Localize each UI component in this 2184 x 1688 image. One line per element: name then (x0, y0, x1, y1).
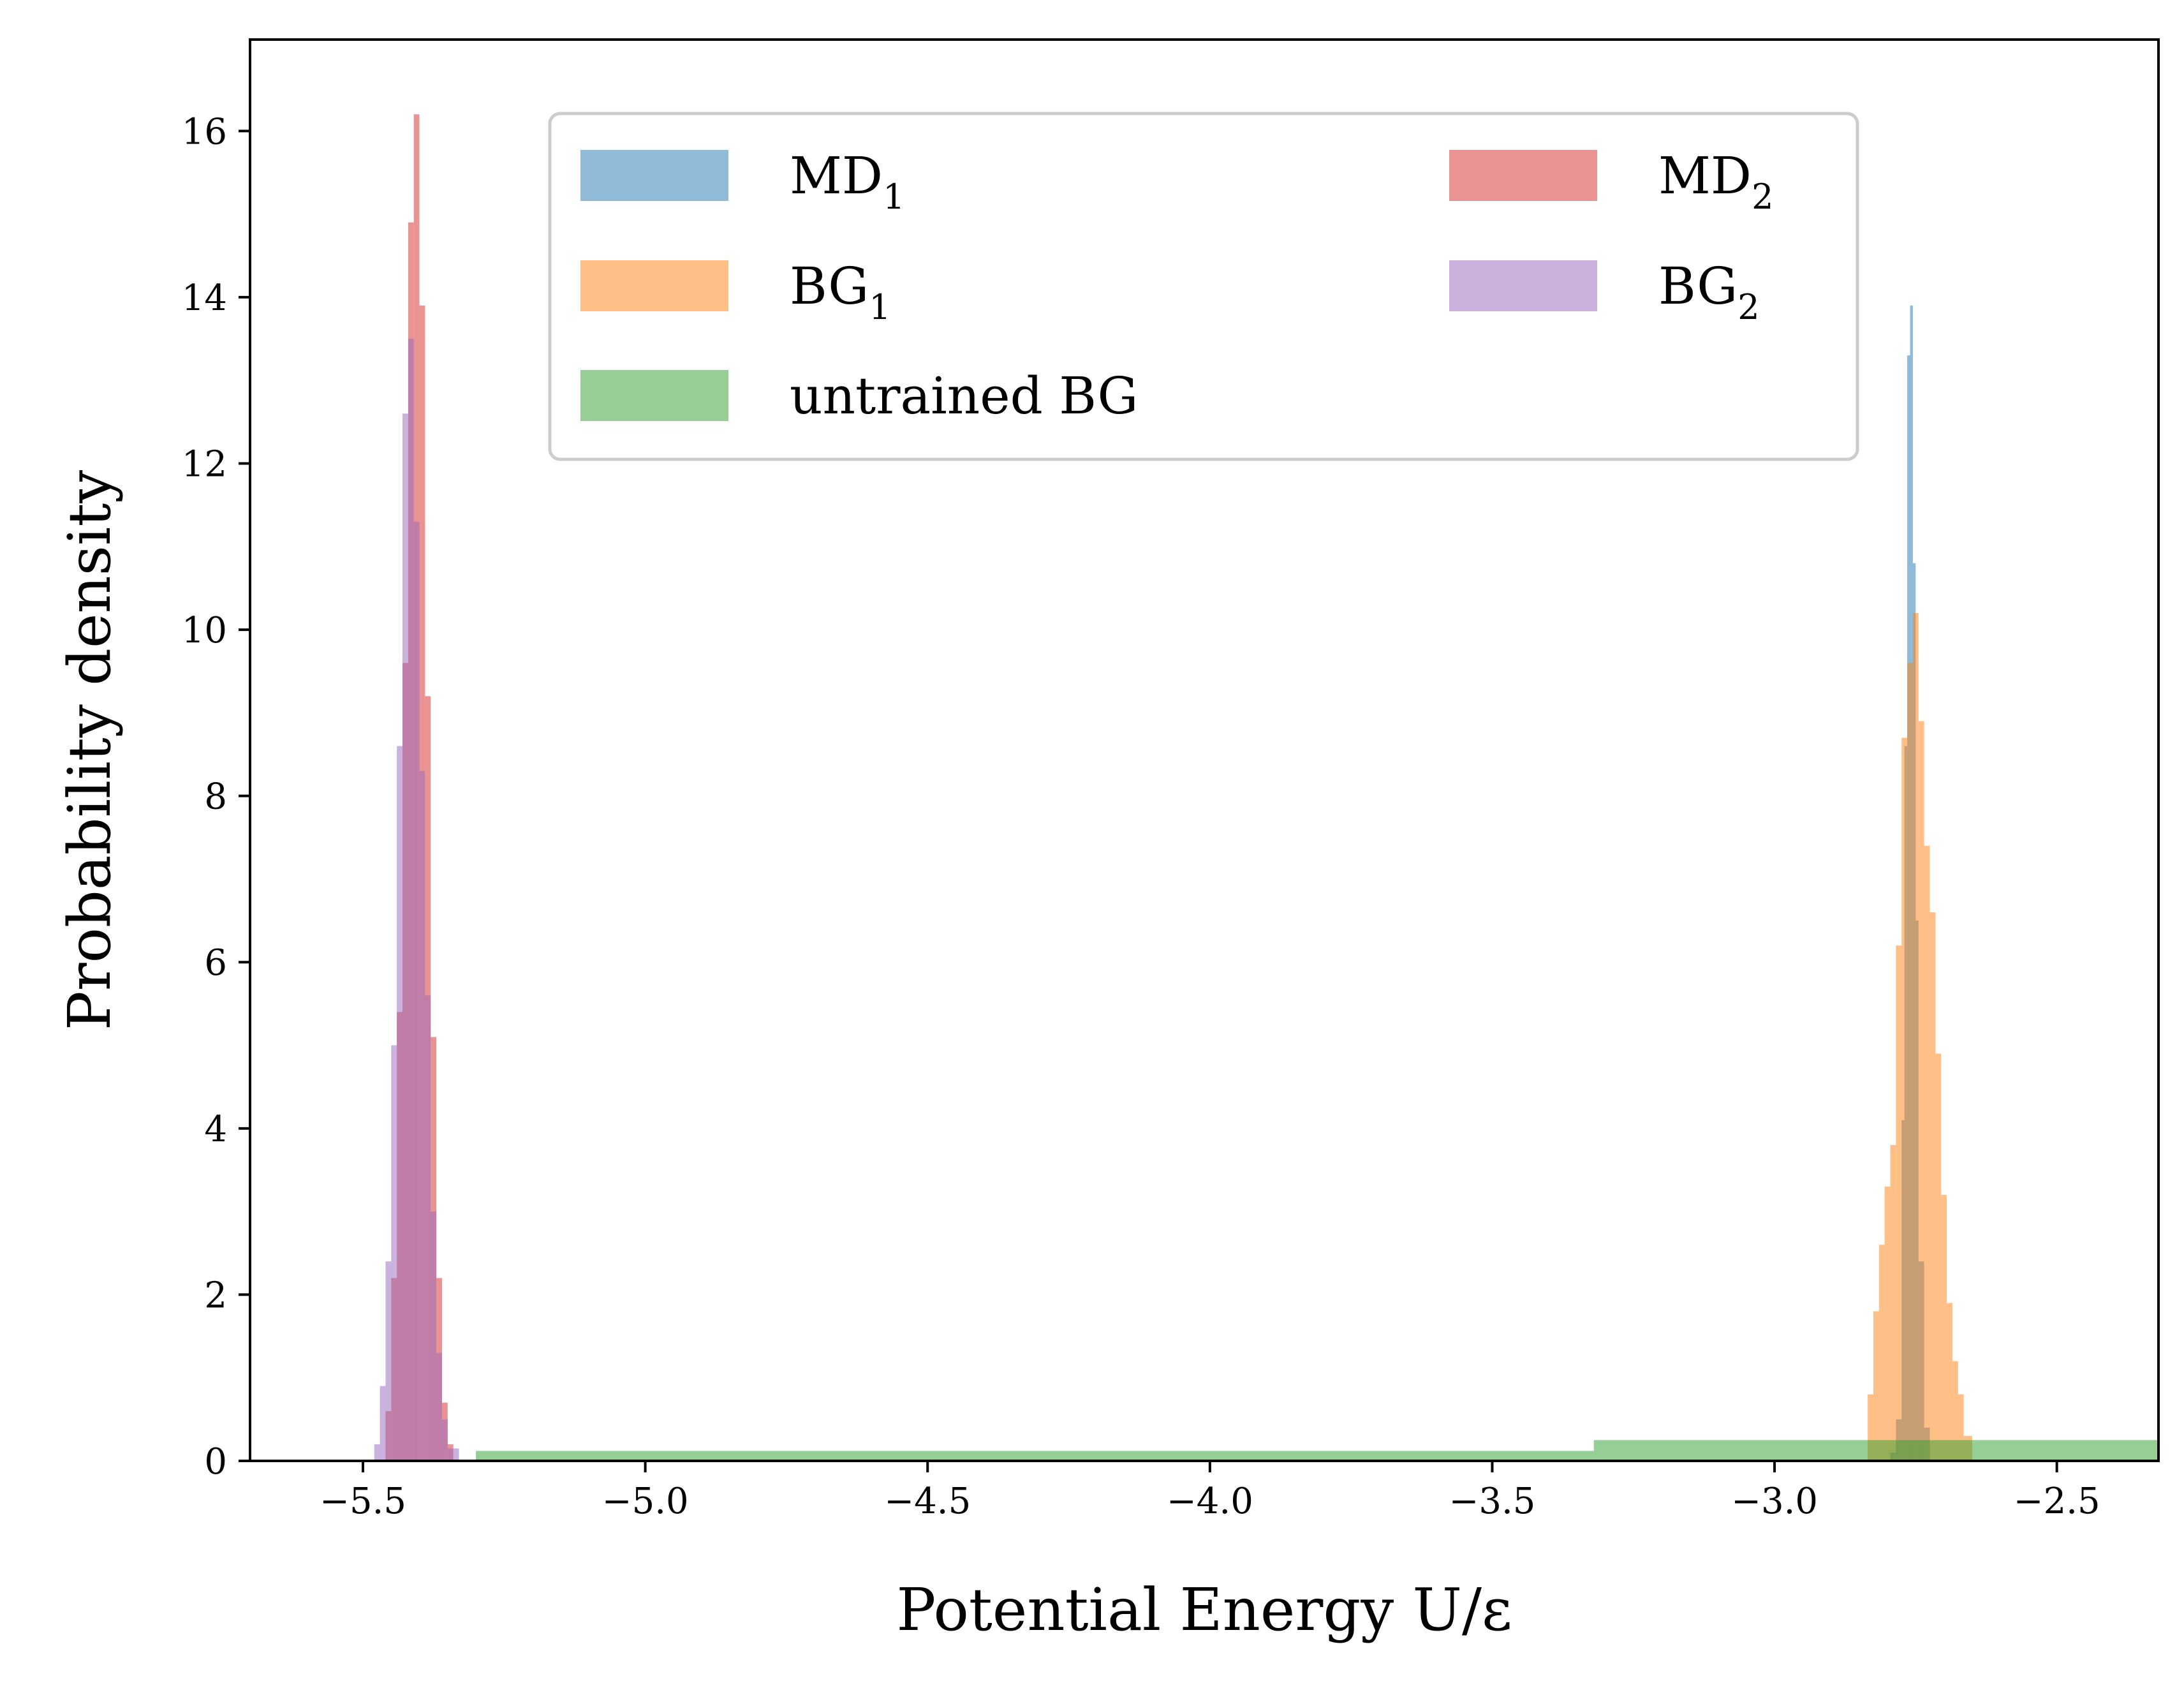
legend-item-md2: MD2 (1449, 146, 1773, 217)
y-tick-label: 12 (182, 443, 227, 485)
x-tick-label: −4.5 (884, 1481, 971, 1522)
histogram-bar (1873, 1311, 1879, 1461)
y-tick-label: 0 (204, 1441, 227, 1483)
x-tick-label: −5.5 (320, 1481, 406, 1522)
histogram-bar (419, 771, 425, 1461)
y-tick-label: 2 (204, 1275, 227, 1316)
legend-label: untrained BG (790, 366, 1138, 426)
histogram-bar (391, 1045, 397, 1461)
legend: MD1 BG1 untrained BG MD2 BG2 (548, 112, 1859, 461)
histogram-bar (1868, 1394, 1873, 1461)
x-tick-label: −2.5 (2014, 1481, 2100, 1522)
x-tick-label: −4.0 (1167, 1481, 1253, 1522)
histogram-bar (1890, 1144, 1896, 1461)
legend-swatch (580, 260, 728, 311)
histogram-bar (1952, 1361, 1958, 1461)
legend-item-md1: MD1 (580, 146, 904, 217)
histogram-bar (1896, 945, 1902, 1461)
y-axis: 0 2 4 6 8 10 12 14 16 (182, 111, 250, 1483)
y-tick-label: 14 (182, 278, 227, 319)
x-axis: −5.5 −5.0 −4.5 −4.0 −3.5 −3.0 −2.5 (320, 1461, 2100, 1522)
histogram-bar (1907, 663, 1913, 1461)
legend-item-bg2: BG2 (1449, 256, 1760, 327)
histogram-bar (441, 1419, 448, 1461)
histogram-bar (413, 521, 420, 1461)
histogram-bar (476, 1451, 1594, 1461)
histogram-bar (402, 413, 408, 1461)
histogram-bar (1901, 737, 1908, 1461)
histogram-bar (397, 746, 403, 1461)
legend-swatch (1449, 150, 1597, 201)
y-axis-title: Probability density (55, 470, 124, 1031)
series-untrained-bg (476, 1440, 2158, 1461)
legend-item-untrained-bg: untrained BG (580, 366, 1138, 426)
x-tick-label: −3.5 (1449, 1481, 1535, 1522)
x-tick-label: −3.0 (1731, 1481, 1818, 1522)
histogram-bar (1924, 845, 1930, 1461)
histogram-bar (1935, 1053, 1942, 1461)
histogram-bar (1947, 1303, 1952, 1461)
y-tick-label: 6 (204, 942, 227, 984)
y-tick-label: 16 (182, 111, 227, 152)
histogram-bar (1912, 613, 1919, 1461)
histogram-bar (1593, 1440, 2158, 1461)
y-tick-label: 8 (204, 776, 227, 818)
histogram-bar (380, 1386, 386, 1461)
histogram-bar (408, 339, 414, 1461)
x-tick-label: −5.0 (602, 1481, 689, 1522)
histogram-bar (1878, 1245, 1885, 1461)
histogram-bar (1958, 1394, 1964, 1461)
y-tick-label: 10 (182, 610, 227, 651)
histogram-bar (1929, 912, 1936, 1461)
y-tick-label: 4 (204, 1109, 227, 1150)
legend-label: MD2 (1658, 146, 1773, 217)
legend-swatch (1449, 260, 1597, 311)
legend-swatch (580, 370, 728, 421)
histogram-bars (374, 114, 2158, 1461)
histogram-bar (431, 1211, 437, 1461)
plot-frame (249, 38, 2160, 1462)
legend-label: MD1 (790, 146, 904, 217)
series-bg2 (374, 339, 459, 1461)
histogram-bar (447, 1448, 459, 1461)
histogram-bar (436, 1352, 442, 1461)
histogram-bar (1918, 721, 1924, 1461)
histogram-bar (1884, 1187, 1891, 1461)
histogram-bar (1941, 1195, 1947, 1461)
legend-label: BG2 (1658, 256, 1760, 327)
legend-item-bg1: BG1 (580, 256, 891, 327)
legend-swatch (580, 150, 728, 201)
histogram-bar (374, 1444, 380, 1461)
histogram-bar (425, 995, 431, 1461)
histogram-bar (385, 1261, 392, 1461)
x-axis-title: Potential Energy U/ε (896, 1576, 1512, 1644)
legend-label: BG1 (790, 256, 891, 327)
